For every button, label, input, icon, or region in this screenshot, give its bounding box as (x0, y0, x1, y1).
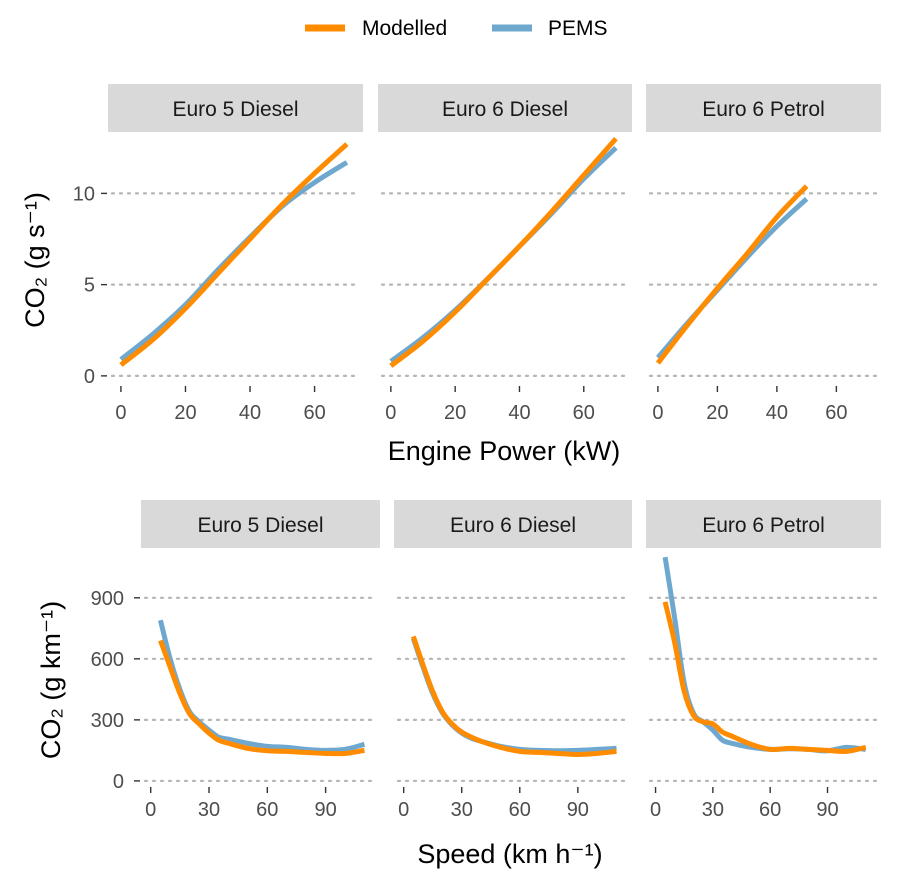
axis-titles: Engine Power (kW) CO₂ (g s⁻¹) Speed (km … (20, 192, 620, 869)
facet-strip (378, 84, 632, 132)
x-tick-label: 0 (115, 402, 126, 424)
series-line-modelled (410, 635, 617, 757)
facet-title: Euro 5 Diesel (172, 98, 298, 121)
y-tick-label: 900 (91, 588, 124, 610)
facet-panel: Euro 5 Diesel 0 20 40 60 (108, 84, 363, 424)
series-line-pems (158, 619, 366, 753)
x-tick-label: 0 (650, 799, 661, 821)
legend: Modelled PEMS (305, 17, 608, 40)
x-tick-label: 40 (766, 402, 788, 424)
x-tick-label: 40 (239, 402, 261, 424)
facet-title: Euro 6 Petrol (702, 98, 825, 121)
panels-layer: 0 5 10 Euro 5 Diesel 0 20 40 60 Euro 6 Diesel 0 20… (73, 84, 881, 821)
facet-strip (394, 500, 632, 548)
x-tick-label: 40 (508, 402, 530, 424)
legend-label-modelled: Modelled (362, 17, 447, 40)
x-tick-label: 0 (385, 402, 396, 424)
x-tick-label: 0 (398, 799, 409, 821)
x-tick-label: 60 (303, 402, 325, 424)
facet-panel: Euro 6 Petrol 0 20 40 60 (646, 84, 881, 424)
x-tick-label: 20 (174, 402, 196, 424)
facet-panel: Euro 6 Diesel 0 20 40 60 (378, 84, 632, 424)
series-line-pems (662, 556, 867, 754)
x-tick-label: 30 (451, 799, 473, 821)
bottom-x-axis-title: Speed (km h⁻¹) (417, 839, 602, 869)
facet-strip (646, 84, 881, 132)
x-tick-label: 60 (825, 402, 847, 424)
facet-title: Euro 6 Diesel (450, 514, 576, 537)
y-tick-label: 0 (113, 771, 124, 793)
facet-panel: Euro 6 Diesel 0 30 60 90 (394, 500, 632, 821)
facet-title: Euro 6 Diesel (442, 98, 568, 121)
y-tick-label: 0 (84, 366, 95, 388)
bottom-y-axis-title: CO₂ (g km⁻¹) (36, 601, 66, 759)
x-tick-label: 20 (706, 402, 728, 424)
series-line-pems (119, 160, 349, 362)
facet-title: Euro 5 Diesel (197, 514, 323, 537)
series-line-pems (410, 637, 617, 754)
x-tick-label: 90 (567, 799, 589, 821)
legend-label-pems: PEMS (548, 17, 608, 40)
top-y-axis-title: CO₂ (g s⁻¹) (20, 192, 50, 328)
x-tick-label: 90 (816, 799, 838, 821)
facet-strip (141, 500, 380, 548)
facet-panel: Euro 5 Diesel 0 30 60 90 (141, 500, 380, 821)
facet-panel: Euro 6 Petrol 0 30 60 90 (646, 500, 881, 821)
series-line-modelled (158, 639, 365, 757)
series-line-modelled (655, 184, 809, 365)
x-tick-label: 30 (702, 799, 724, 821)
y-tick-label: 10 (73, 183, 95, 205)
facet-strip (646, 500, 881, 548)
series-line-modelled (119, 142, 349, 367)
x-tick-label: 60 (759, 799, 781, 821)
facet-strip (108, 84, 363, 132)
series-line-modelled (662, 601, 867, 755)
x-tick-label: 90 (314, 799, 336, 821)
top-x-axis-title: Engine Power (kW) (388, 436, 621, 466)
x-tick-label: 30 (198, 799, 220, 821)
facet-title: Euro 6 Petrol (702, 514, 825, 537)
y-tick-label: 300 (91, 710, 124, 732)
x-tick-label: 60 (256, 799, 278, 821)
series-line-modelled (389, 136, 618, 368)
x-tick-label: 0 (652, 402, 663, 424)
x-tick-label: 60 (509, 799, 531, 821)
y-tick-label: 600 (91, 649, 124, 671)
x-tick-label: 0 (145, 799, 156, 821)
y-tick-label: 5 (84, 275, 95, 297)
x-tick-label: 60 (573, 402, 595, 424)
x-tick-label: 20 (444, 402, 466, 424)
